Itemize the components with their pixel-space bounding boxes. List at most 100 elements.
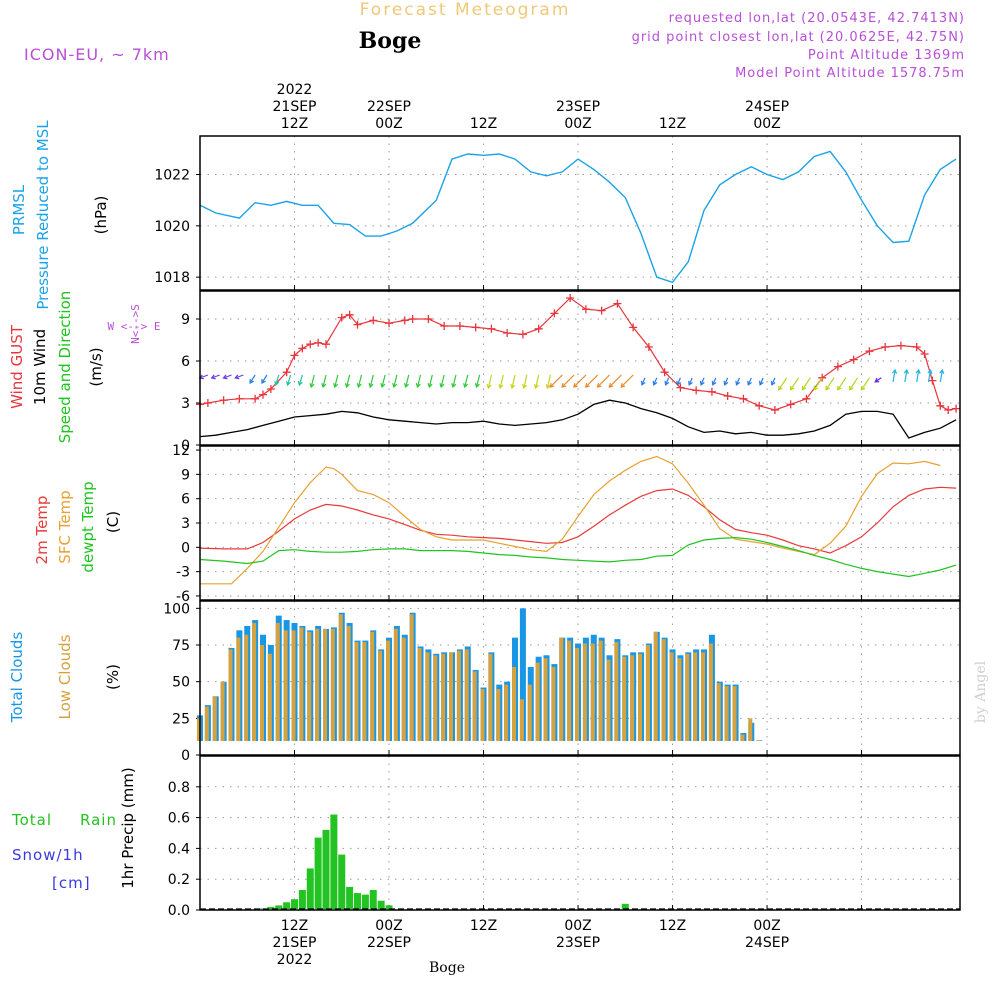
wind-gust-marker [440,322,449,330]
wind-arrow [249,374,256,384]
low-cloud-bar [370,631,375,741]
panel-frame [199,290,961,446]
wind-arrow-head [596,382,602,388]
y-tick-label: 0.6 [168,811,190,827]
top-time-label: 24SEP [745,99,789,115]
watermark: by Angel [973,660,989,723]
low-cloud-bar [622,656,627,741]
wind-gust-marker [266,385,275,393]
low-cloud-bar [535,662,540,741]
low-cloud-bar [614,642,619,741]
wind-direction-arrows [198,368,945,391]
wind-arrow [801,377,811,391]
wind-arrow-head [309,382,315,389]
wind-gust-marker [314,338,323,347]
wind-arrow [357,374,363,388]
wind-gust-marker [707,387,716,396]
wind-arrow-head [427,382,433,389]
dewpt-temp-line [199,536,957,578]
wind-gust-marker [471,323,480,332]
wind-arrow [790,377,800,391]
top-time-label: 12Z [659,116,686,132]
wind-arrow [724,377,729,386]
low-cloud-bar [551,667,556,741]
wind-arrow-head [498,384,504,390]
rain-bar [283,902,291,909]
wind-arrow [369,374,374,388]
rain-bar [291,899,299,909]
wind-gust-marker [581,305,590,314]
wind-arrow [464,374,469,388]
wind-gust-marker [770,406,779,414]
y-tick-label: -6 [176,589,190,605]
wind-gust-marker [518,330,527,339]
wind-arrow-head [789,385,795,391]
low-cloud-bar [338,614,343,741]
y-tick-label: 0 [181,438,190,454]
wind-arrow-head [344,382,350,389]
wind-arrow-head [451,382,457,389]
rain-bar [621,903,629,909]
wind-gust-marker [345,310,354,319]
bottom-time-label: 00Z [375,918,402,934]
wind-speed-dir-label: Speed and Direction [56,291,74,444]
wind-arrow [573,374,587,388]
wind-arrow [653,377,658,386]
low-cloud-bar [496,689,501,741]
top-time-label: 00Z [564,116,591,132]
wind-arrow [261,374,268,384]
y-tick-label: -3 [176,565,190,581]
y-tick-label: 3 [181,396,190,412]
wind-arrow-head [747,380,752,386]
panel-clouds: 0 25 50 75 100 [163,600,961,764]
wind-arrow [561,374,575,388]
model-label: ICON-EU, ~ 7km [24,45,170,64]
low-cloud-bar [283,630,288,741]
wind-gust-marker [849,355,858,364]
wind-gust-marker [385,319,394,328]
bottom-time-label: 12Z [281,918,308,934]
low-cloud-bar [204,706,209,741]
wind-arrow [235,374,244,379]
wind-gust-marker [881,343,890,351]
wind-arrow [487,374,492,389]
wind-arrow-head [210,374,216,380]
low-cloud-bar [425,652,430,741]
wind-gust-marker [944,406,953,414]
wind-arrow [546,374,552,389]
wind-arrow [535,374,540,389]
rain-bars [259,814,629,909]
wind-arrow-head [735,380,741,386]
low-cloud-bar [756,740,761,741]
y-tick-label: 6 [181,492,190,508]
wind-arrow [298,374,303,386]
low-cloud-bar [393,628,398,741]
wind-arrow-head [584,382,590,388]
low-cloud-bar [598,640,603,741]
wind-arrow-head [368,382,374,389]
wind-gust-marker [833,362,842,371]
wind-arrow-head [474,382,480,389]
wind-arrow [346,374,351,388]
y-tick-label: 1018 [154,270,190,286]
wind-arrow-head [723,380,729,386]
wind-arrow-head [770,380,776,386]
low-cloud-bar [519,699,524,741]
wind-gust-marker [369,316,378,325]
cloud-labels: Total Clouds Low Clouds (%) [8,632,122,724]
low-cloud-bar [740,734,745,741]
bottom-time-label: 24SEP [745,935,789,951]
wind-arrow [825,377,835,391]
wind-gust-marker [755,401,764,410]
wind-arrow-head [415,382,421,389]
low-cloud-bar [197,718,201,741]
title-top: Forecast Meteogram [360,0,571,20]
low-cloud-bar [638,653,643,741]
temp-2m-label: 2m Temp [33,496,51,565]
wind-arrow [892,369,896,383]
y-tick-label: 12 [172,443,190,459]
low-cloud-bar [441,653,446,741]
low-cloud-bar [582,643,587,741]
wind-labels: Wind GUST 10m Wind Speed and Direction (… [8,291,160,444]
low-cloud-bar [472,671,477,741]
